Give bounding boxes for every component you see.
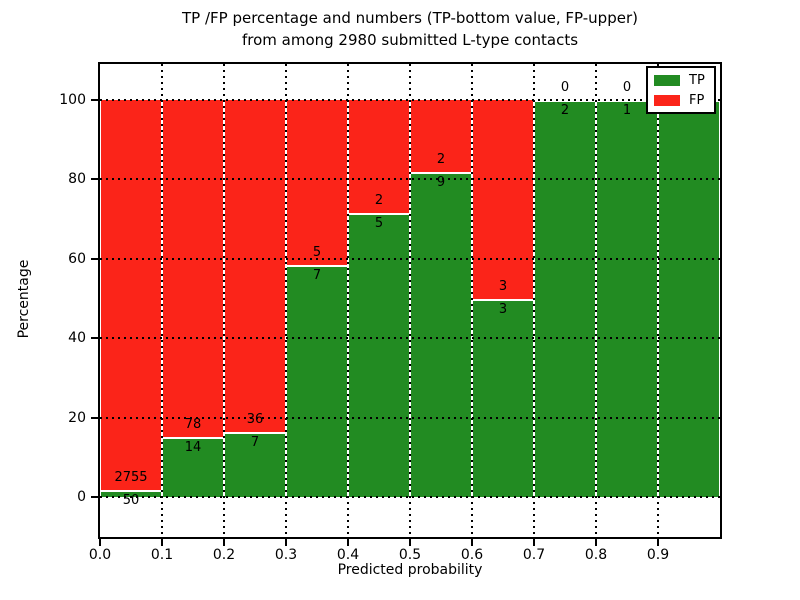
- tp-count-label: 2: [560, 103, 570, 118]
- y-tick-mark: [91, 496, 98, 498]
- x-tick-mark: [347, 539, 349, 546]
- legend-label-tp: TP: [689, 73, 705, 88]
- tp-count-label: 9: [436, 175, 446, 191]
- x-tick-label: 0.1: [150, 547, 174, 563]
- y-axis-label: Percentage: [16, 259, 32, 339]
- v-gridline: [595, 64, 597, 537]
- x-tick-mark: [161, 539, 163, 546]
- tp-color-swatch: [654, 75, 680, 86]
- bar-segment-tp: [225, 432, 285, 497]
- tp-count-label: 14: [184, 439, 202, 455]
- v-gridline: [471, 64, 473, 537]
- y-tick-label: 20: [68, 409, 86, 426]
- bar-segment-fp: [101, 100, 161, 490]
- legend-entry-tp: TP: [654, 73, 707, 88]
- bar-segment-tp: [287, 265, 347, 497]
- x-tick-mark: [595, 539, 597, 546]
- bar-segment-fp: [225, 100, 285, 433]
- y-tick-mark: [91, 178, 98, 181]
- tp-count-label: 50: [122, 492, 140, 508]
- x-tick-label: 0.6: [460, 547, 484, 563]
- v-gridline: [533, 64, 535, 537]
- legend-entry-fp: FP: [654, 93, 707, 108]
- fp-count-label: 36: [246, 412, 264, 428]
- v-gridline: [223, 64, 225, 537]
- y-tick-label: 100: [59, 92, 86, 108]
- fp-count-label: 5: [312, 245, 322, 261]
- bar-segment-fp: [473, 100, 533, 299]
- y-tick-label: 60: [68, 250, 86, 267]
- x-tick-mark: [471, 539, 473, 546]
- v-gridline: [657, 64, 659, 537]
- fp-count-label: 0: [560, 80, 570, 95]
- x-tick-label: 0.9: [646, 547, 670, 563]
- bar-segment-fp: [349, 100, 409, 214]
- bar-segment-tp: [473, 298, 533, 497]
- legend-label-fp: FP: [689, 93, 705, 108]
- x-tick-mark: [657, 539, 659, 546]
- tp-count-label: 3: [498, 301, 508, 317]
- x-axis-label: Predicted probability: [337, 562, 483, 578]
- fp-count-label: 3: [498, 278, 508, 294]
- bar-segment-tp: [659, 100, 719, 497]
- y-tick-mark: [91, 99, 98, 101]
- bar-segment-tp: [349, 213, 409, 497]
- chart-title-line1: TP /FP percentage and numbers (TP-bottom…: [182, 9, 638, 27]
- x-tick-label: 0.4: [336, 547, 360, 563]
- y-tick-label: 40: [68, 330, 86, 347]
- y-tick-label: 80: [68, 171, 86, 188]
- v-gridline: [161, 64, 163, 537]
- x-tick-label: 0.3: [274, 547, 298, 563]
- tp-count-label: 1: [622, 103, 632, 118]
- chart-title-line2: from among 2980 submitted L-type contact…: [241, 31, 579, 49]
- y-tick-mark: [91, 337, 98, 340]
- bar-segment-fp: [287, 100, 347, 266]
- x-tick-label: 0.5: [398, 547, 422, 563]
- bar-segment-tp: [101, 489, 161, 497]
- legend: TP FP: [646, 66, 716, 114]
- fp-count-label: 2: [374, 193, 384, 209]
- x-tick-label: 0.0: [88, 547, 112, 563]
- fp-count-label: 2755: [114, 469, 148, 485]
- fp-count-label: 0: [622, 80, 632, 95]
- tp-count-label: 7: [250, 435, 260, 451]
- x-tick-mark: [223, 539, 225, 546]
- v-gridline: [285, 64, 287, 537]
- v-gridline: [347, 64, 349, 537]
- x-tick-mark: [99, 539, 101, 546]
- x-tick-label: 0.8: [584, 547, 608, 563]
- x-tick-label: 0.7: [522, 547, 546, 563]
- chart-title: TP /FP percentage and numbers (TP-bottom…: [100, 7, 720, 51]
- fp-count-label: 2: [436, 152, 446, 168]
- v-gridline: [409, 64, 411, 537]
- plot-area: 275550781436757252933020101: [98, 62, 722, 539]
- bar-segment-tp: [163, 436, 223, 497]
- x-tick-mark: [285, 539, 287, 546]
- fp-color-swatch: [654, 95, 680, 106]
- bar-segment-fp: [411, 100, 471, 173]
- tp-count-label: 5: [374, 216, 384, 232]
- y-tick-mark: [91, 257, 98, 260]
- y-tick-label: 0: [77, 489, 86, 505]
- bar-segment-tp: [597, 100, 657, 497]
- x-tick-mark: [409, 539, 411, 546]
- x-tick-label: 0.2: [212, 547, 236, 563]
- y-tick-mark: [91, 416, 98, 419]
- tp-count-label: 7: [312, 268, 322, 284]
- x-tick-mark: [533, 539, 535, 546]
- fp-count-label: 78: [184, 416, 202, 432]
- bar-segment-tp: [411, 172, 471, 497]
- bar-segment-tp: [535, 100, 595, 497]
- bar-segment-fp: [163, 100, 223, 437]
